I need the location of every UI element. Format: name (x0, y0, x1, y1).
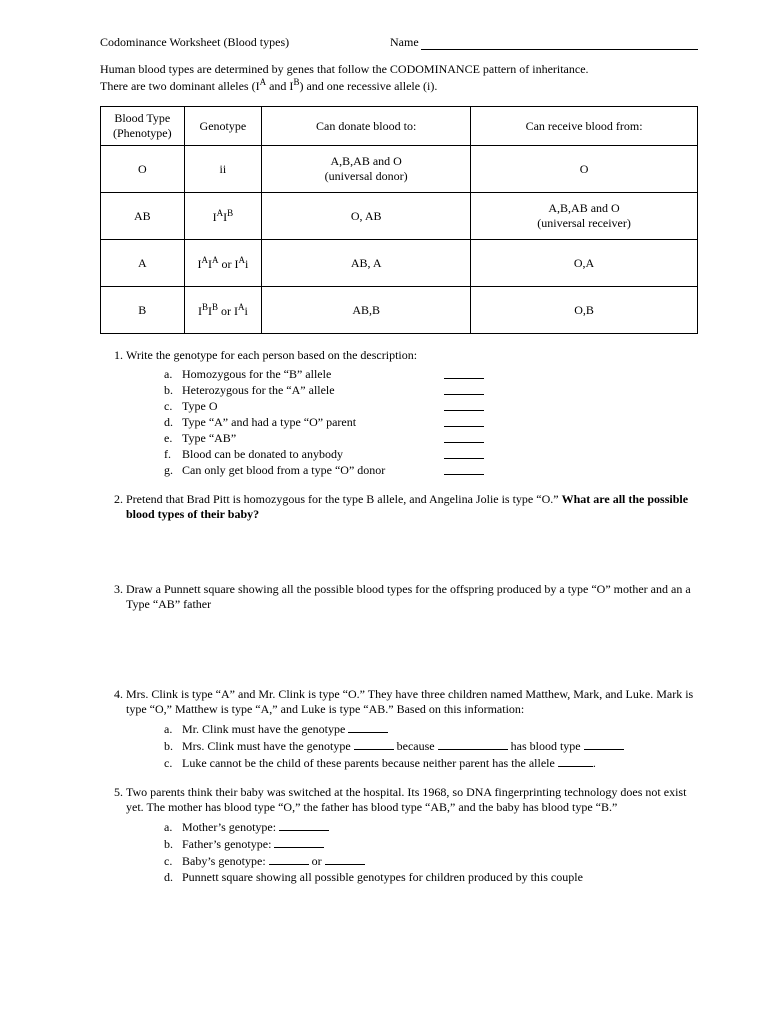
th-genotype: Genotype (184, 107, 262, 146)
blank[interactable] (438, 738, 508, 750)
intro-line2b: and I (266, 79, 293, 93)
blank[interactable] (325, 853, 365, 865)
q4-a: a.Mr. Clink must have the genotype (164, 721, 698, 737)
blank[interactable] (444, 463, 484, 475)
q4-b: b.Mrs. Clink must have the genotype beca… (164, 738, 698, 754)
q4-prompt: Mrs. Clink is type “A” and Mr. Clink is … (126, 687, 693, 716)
list-item: c.Type O (164, 399, 698, 414)
table-row: BIBIB or IAiAB,BO,B (101, 287, 698, 334)
table-body: OiiA,B,AB and O(universal donor)OABIAIBO… (101, 146, 698, 334)
name-label: Name (390, 35, 419, 50)
list-item: f.Blood can be donated to anybody (164, 447, 698, 462)
th-receive: Can receive blood from: (471, 107, 698, 146)
blood-type-table: Blood Type (Phenotype) Genotype Can dona… (100, 106, 698, 334)
header: Codominance Worksheet (Blood types) Name (100, 35, 698, 50)
blank[interactable] (269, 853, 309, 865)
th-phenotype: Blood Type (Phenotype) (101, 107, 185, 146)
q3-text: Draw a Punnett square showing all the po… (126, 582, 691, 611)
question-1: Write the genotype for each person based… (126, 348, 698, 478)
question-3: Draw a Punnett square showing all the po… (126, 582, 698, 612)
table-row: ABIAIBO, ABA,B,AB and O(universal receiv… (101, 193, 698, 240)
blank[interactable] (444, 431, 484, 443)
q4-sublist: a.Mr. Clink must have the genotype b.Mrs… (164, 721, 698, 771)
list-item: g.Can only get blood from a type “O” don… (164, 463, 698, 478)
blank[interactable] (444, 447, 484, 459)
table-row: OiiA,B,AB and O(universal donor)O (101, 146, 698, 193)
q4-c: c.Luke cannot be the child of these pare… (164, 755, 698, 771)
q5-c: c.Baby’s genotype: or (164, 853, 698, 869)
list-item: a.Homozygous for the “B” allele (164, 367, 698, 382)
q5-d: d.Punnett square showing all possible ge… (164, 870, 698, 885)
intro-line2c: ) and one recessive allele (i). (299, 79, 437, 93)
blank[interactable] (348, 721, 388, 733)
blank[interactable] (274, 836, 324, 848)
blank[interactable] (444, 383, 484, 395)
q1-prompt: Write the genotype for each person based… (126, 348, 417, 362)
list-item: b.Heterozygous for the “A” allele (164, 383, 698, 398)
worksheet-page: Codominance Worksheet (Blood types) Name… (0, 0, 768, 939)
question-2: Pretend that Brad Pitt is homozygous for… (126, 492, 698, 522)
blank[interactable] (279, 819, 329, 831)
list-item: e.Type “AB” (164, 431, 698, 446)
header-title: Codominance Worksheet (Blood types) (100, 35, 390, 50)
question-list: Write the genotype for each person based… (100, 348, 698, 885)
blank[interactable] (354, 738, 394, 750)
blank[interactable] (444, 367, 484, 379)
q2-a: Pretend that Brad Pitt is homozygous for… (126, 492, 562, 506)
blank[interactable] (584, 738, 624, 750)
th-donate: Can donate blood to: (262, 107, 471, 146)
q5-sublist: a.Mother’s genotype: b.Father’s genotype… (164, 819, 698, 885)
blank[interactable] (444, 415, 484, 427)
table-row: AIAIA or IAiAB, AO,A (101, 240, 698, 287)
q5-a: a.Mother’s genotype: (164, 819, 698, 835)
question-5: Two parents think their baby was switche… (126, 785, 698, 885)
q5-prompt: Two parents think their baby was switche… (126, 785, 686, 814)
list-item: d.Type “A” and had a type “O” parent (164, 415, 698, 430)
name-blank[interactable] (421, 35, 698, 50)
question-4: Mrs. Clink is type “A” and Mr. Clink is … (126, 687, 698, 771)
intro-text: Human blood types are determined by gene… (100, 62, 698, 94)
table-header-row: Blood Type (Phenotype) Genotype Can dona… (101, 107, 698, 146)
q5-b: b.Father’s genotype: (164, 836, 698, 852)
intro-line1: Human blood types are determined by gene… (100, 62, 589, 76)
blank[interactable] (444, 399, 484, 411)
intro-line2a: There are two dominant alleles (I (100, 79, 260, 93)
q1-sublist: a.Homozygous for the “B” alleleb.Heteroz… (164, 367, 698, 478)
blank[interactable] (558, 755, 593, 767)
